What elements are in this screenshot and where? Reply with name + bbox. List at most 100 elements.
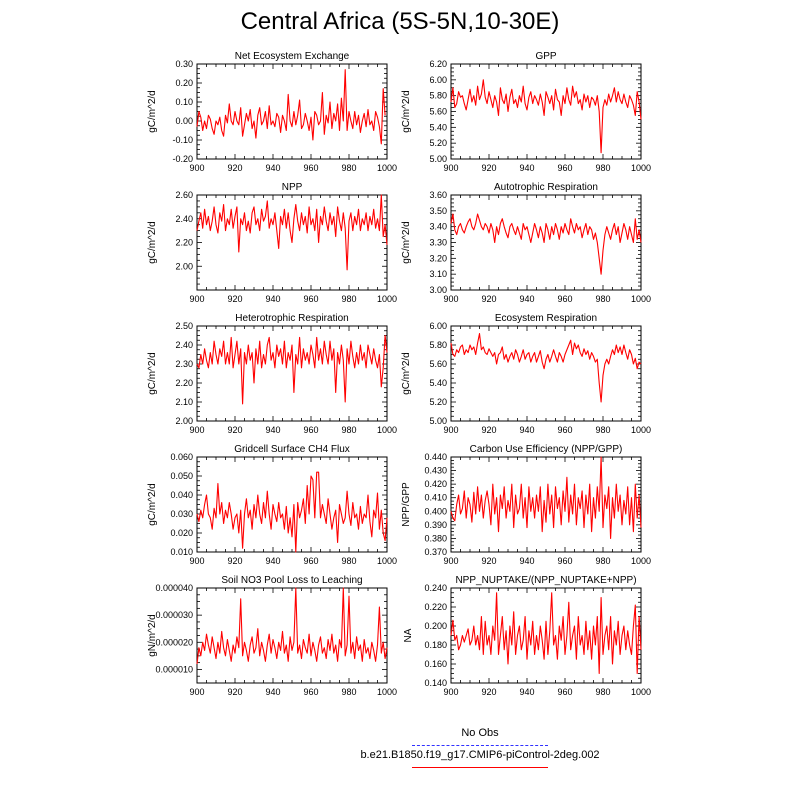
x-tick-label: 980 <box>341 687 356 697</box>
x-tick-label: 980 <box>341 425 356 435</box>
y-tick-label: 2.20 <box>175 378 193 388</box>
panel-gpp: GPP 900 920 940 960 980 1000 5.00 5.20 5.40 5.60 5.… <box>401 51 651 173</box>
y-tick-label: 0.430 <box>424 466 447 476</box>
y-tick-label: 5.60 <box>429 107 447 117</box>
x-tick-label: 1000 <box>377 425 397 435</box>
y-tick-label: 3.40 <box>429 222 447 232</box>
y-tick-label: 2.40 <box>175 340 193 350</box>
panel-title: Soil NO3 Pool Loss to Leaching <box>221 575 362 586</box>
x-tick-label: 1000 <box>631 687 651 697</box>
panel-npp: NPP 900 920 940 960 980 1000 2.00 2.20 2.40 2.60 gC… <box>147 182 397 304</box>
panel-title: Heterotrophic Respiration <box>235 313 348 324</box>
y-tick-label: 0.200 <box>424 621 447 631</box>
series-line-net-ecosystem-exchange <box>196 69 386 145</box>
x-tick-label: 900 <box>443 294 458 304</box>
x-tick-label: 980 <box>595 425 610 435</box>
y-tick-label: 0.180 <box>424 640 447 650</box>
y-tick-label: 0.000040 <box>155 583 193 593</box>
panel-title: GPP <box>535 51 556 62</box>
panel-title: Net Ecosystem Exchange <box>235 51 350 62</box>
y-tick-label: 2.40 <box>175 214 193 224</box>
plot-frame <box>196 456 388 553</box>
x-tick-label: 980 <box>595 294 610 304</box>
series-line-soil-no3-pool-loss-to-leaching <box>196 587 388 665</box>
y-tick-label: 6.20 <box>429 59 447 69</box>
x-tick-label: 980 <box>595 687 610 697</box>
x-tick-label: 960 <box>557 163 572 173</box>
x-tick-label: 920 <box>227 294 242 304</box>
series-line-carbon-use-efficiency-npp-gpp <box>450 456 642 539</box>
legend-label-model: b.e21.B1850.f19_g17.CMIP6-piControl-2deg… <box>360 749 600 761</box>
y-tick-label: 2.60 <box>175 190 193 200</box>
x-tick-label: 960 <box>303 163 318 173</box>
y-tick-label: -0.10 <box>172 135 193 145</box>
x-tick-label: 920 <box>481 556 496 566</box>
y-tick-label: 0.410 <box>424 493 447 503</box>
x-tick-label: 900 <box>189 687 204 697</box>
y-tick-label: 0.030 <box>170 509 193 519</box>
y-tick-label: 0.140 <box>424 678 447 688</box>
panel-soil-no3-pool-loss-to-leaching: Soil NO3 Pool Loss to Leaching 900 920 940 9… <box>147 575 397 697</box>
x-tick-label: 900 <box>443 556 458 566</box>
x-tick-label: 960 <box>303 687 318 697</box>
y-axis-label: gN/m^2/d <box>147 614 158 657</box>
y-tick-label: 6.00 <box>429 75 447 85</box>
y-tick-label: 5.20 <box>429 138 447 148</box>
y-tick-label: 5.20 <box>429 397 447 407</box>
y-tick-label: 5.40 <box>429 122 447 132</box>
x-tick-label: 920 <box>481 163 496 173</box>
y-tick-label: 0.240 <box>424 583 447 593</box>
series-line-autotrophic-respiration <box>450 213 642 275</box>
y-axis-label: gC/m^2/d <box>401 221 412 264</box>
y-tick-label: 3.00 <box>429 285 447 295</box>
x-tick-label: 940 <box>519 556 534 566</box>
panel-heterotrophic-respiration: Heterotrophic Respiration 900 920 940 960 980… <box>147 313 397 435</box>
plot-frame <box>196 587 388 684</box>
y-tick-label: 2.10 <box>175 397 193 407</box>
x-tick-label: 960 <box>303 425 318 435</box>
x-tick-label: 960 <box>303 294 318 304</box>
y-tick-label: 5.00 <box>429 154 447 164</box>
y-tick-label: 0.000020 <box>155 637 193 647</box>
x-tick-label: 920 <box>481 294 496 304</box>
plot-frame <box>450 63 642 160</box>
y-tick-label: 0.220 <box>424 602 447 612</box>
series-line-gridcell-surface-ch4-flux <box>196 471 388 553</box>
y-tick-label: 0.30 <box>175 59 193 69</box>
y-tick-label: 0.050 <box>170 471 193 481</box>
x-tick-label: 1000 <box>377 294 397 304</box>
series-line-gpp <box>450 79 642 154</box>
y-tick-label: 2.50 <box>175 321 193 331</box>
series-line-ecosystem-respiration <box>450 333 642 403</box>
y-tick-label: 2.20 <box>175 238 193 248</box>
y-tick-label: 0.380 <box>424 533 447 543</box>
panel-ecosystem-respiration: Ecosystem Respiration 900 920 940 960 980 1000… <box>401 313 651 435</box>
x-tick-label: 920 <box>227 163 242 173</box>
x-tick-label: 920 <box>227 425 242 435</box>
panel-title: NPP_NUPTAKE/(NPP_NUPTAKE+NPP) <box>455 575 636 586</box>
y-tick-label: 0.160 <box>424 659 447 669</box>
y-axis-label: gC/m^2/d <box>401 352 412 395</box>
y-tick-label: 0.020 <box>170 528 193 538</box>
x-tick-label: 920 <box>227 687 242 697</box>
y-tick-label: 0.10 <box>175 97 193 107</box>
x-tick-label: 1000 <box>631 294 651 304</box>
y-axis-label: gC/m^2/d <box>147 221 158 264</box>
y-tick-label: -0.20 <box>172 154 193 164</box>
y-tick-label: 6.00 <box>429 321 447 331</box>
panel-gridcell-surface-ch4-flux: Gridcell Surface CH4 Flux 900 920 940 960 980… <box>147 444 397 566</box>
x-tick-label: 980 <box>595 163 610 173</box>
panel-title: Ecosystem Respiration <box>495 313 597 324</box>
legend-line-model <box>412 767 548 768</box>
plot-frame <box>450 325 642 422</box>
x-tick-label: 1000 <box>377 163 397 173</box>
x-tick-label: 1000 <box>631 163 651 173</box>
x-tick-label: 1000 <box>377 556 397 566</box>
panel-title: Gridcell Surface CH4 Flux <box>234 444 350 455</box>
y-axis-label: gC/m^2/d <box>147 90 158 133</box>
x-tick-label: 940 <box>265 687 280 697</box>
x-tick-label: 1000 <box>631 556 651 566</box>
x-tick-label: 900 <box>189 294 204 304</box>
y-tick-label: 0.20 <box>175 78 193 88</box>
